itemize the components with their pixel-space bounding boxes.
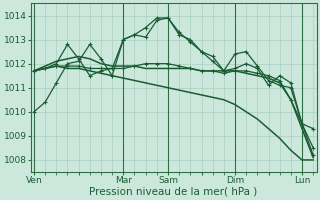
X-axis label: Pression niveau de la mer( hPa ): Pression niveau de la mer( hPa ) (90, 187, 258, 197)
